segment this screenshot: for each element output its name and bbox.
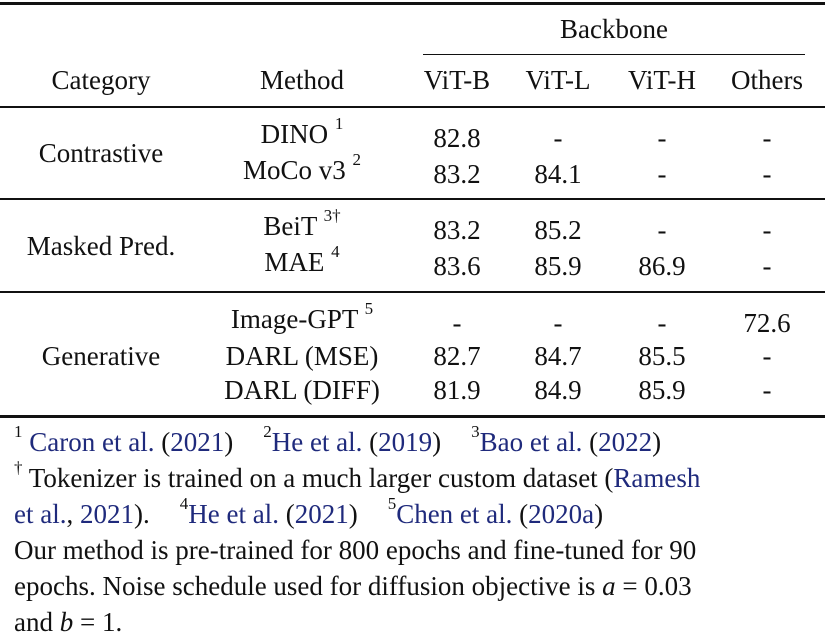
method-moco-v3: MoCo v3 2 [242,150,362,185]
citation-link-ramesh-cont[interactable]: et al. [14,499,67,529]
footnote-mark: 4 [179,494,189,513]
citation-link-bao[interactable]: Bao et al. [479,427,583,457]
cell-value: 84.1 [534,159,582,189]
citation-link-chen[interactable]: Chen et al. [396,499,513,529]
method-mae: MAE 4 [264,242,340,277]
citation-link-he-2019[interactable]: He et al. [271,427,363,457]
cell-value: - [762,215,772,245]
citation-link-ramesh[interactable]: Ramesh [613,463,701,493]
citation-year-bao[interactable]: 2022 [598,427,653,457]
cell-value: 84.9 [534,375,582,405]
cell-value: - [762,159,772,189]
method-darl-mse: DARL (MSE) [225,341,379,371]
cell-value: - [553,308,563,338]
cell-value: 83.6 [433,251,481,281]
cell-value: 85.5 [638,341,686,371]
cell-value: - [762,341,772,371]
method-note-line-3: and b = 1. [14,607,123,637]
col-header-vitl: ViT-L [525,65,591,95]
cell-value: 82.7 [433,341,481,371]
citation-year-he-2021[interactable]: 2021 [294,499,349,529]
cell-value: 86.9 [638,251,686,281]
citation-year-ramesh[interactable]: 2021 [79,499,134,529]
group-rule-1 [0,198,825,200]
cell-value: - [762,375,772,405]
category-generative: Generative [41,341,161,371]
footnote-mark: 5 [387,494,397,513]
dagger-mark: † [14,458,23,477]
footnote-dagger-line: † Tokenizer is trained on a much larger … [14,458,814,496]
citation-year-caron[interactable]: 2021 [170,427,225,457]
col-header-method: Method [260,65,344,95]
cell-value: 81.9 [433,375,481,405]
backbone-cmidrule [423,54,805,55]
citation-year-he-2019[interactable]: 2019 [378,427,433,457]
cell-value: 83.2 [433,159,481,189]
col-header-others: Others [731,65,803,95]
cell-value: 85.2 [534,215,582,245]
cell-value: - [553,123,563,153]
cell-value: 72.6 [743,308,791,338]
citation-link-he-2021[interactable]: He et al. [188,499,279,529]
col-header-vith: ViT-H [628,65,696,95]
dagger-note-text: Tokenizer is trained on a much larger cu… [28,463,614,493]
footnote-mark: 3 [471,422,480,441]
bottom-rule [0,415,825,418]
footnote-refs-line-1: 1 Caron et al. (2021) 2He et al. (2019) 3B… [14,422,662,457]
method-note-line-2: epochs. Noise schedule used for diffusio… [14,571,692,601]
method-note-line-1: Our method is pre-trained for 800 epochs… [14,535,697,565]
cell-value: - [657,159,667,189]
footnote-mark: 2 [263,422,272,441]
cell-value: 85.9 [534,251,582,281]
category-masked-pred: Masked Pred. [26,231,176,261]
group-header-backbone: Backbone [560,14,668,44]
top-rule [0,2,825,5]
cell-value: - [657,215,667,245]
method-beit: BeiT 3† [263,206,341,241]
cell-value: 83.2 [433,215,481,245]
citation-year-chen[interactable]: 2020a [528,499,595,529]
cell-value: - [762,123,772,153]
cell-value: - [657,123,667,153]
table-footnotes: 1 Caron et al. (2021) 2He et al. (2019) 3B… [14,422,814,640]
cell-value: - [657,308,667,338]
col-header-vitb: ViT-B [423,65,491,95]
method-darl-diff: DARL (DIFF) [224,375,380,405]
citation-link-caron[interactable]: Caron et al. [29,427,155,457]
method-dino: DINO 1 [260,114,344,149]
cell-value: - [452,308,462,338]
cell-value: 85.9 [638,375,686,405]
method-image-gpt: Image-GPT 5 [230,299,374,334]
cell-value: - [762,251,772,281]
cell-value: 84.7 [534,341,582,371]
category-contrastive: Contrastive [38,138,164,168]
cell-value: 82.8 [433,123,481,153]
footnote-refs-line-2: et al., 2021). 4He et al. (2021) 5Chen et … [14,494,604,529]
header-rule [0,106,825,108]
group-rule-2 [0,291,825,293]
footnote-mark: 1 [14,422,23,441]
col-header-category: Category [51,65,151,95]
